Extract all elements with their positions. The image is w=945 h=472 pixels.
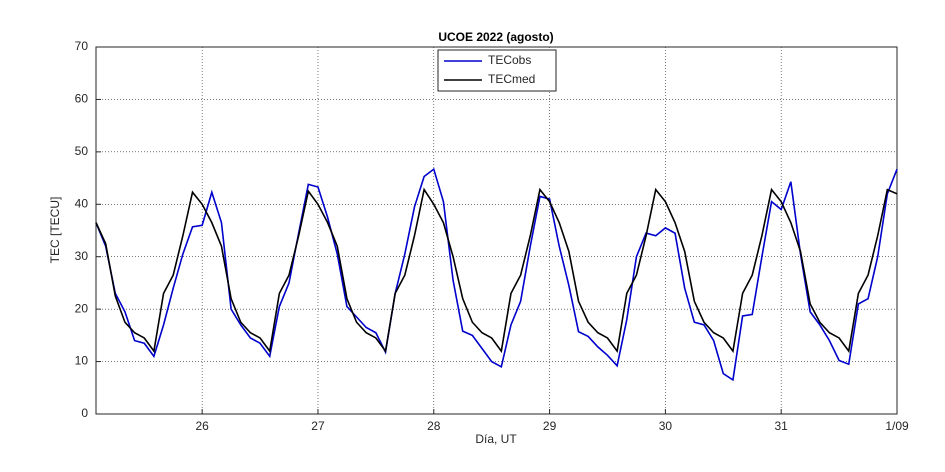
- legend-label: TECmed: [488, 72, 535, 86]
- y-tick-label: 10: [75, 354, 89, 368]
- x-tick-label: 1/09: [885, 419, 909, 433]
- x-tick-label: 29: [543, 419, 557, 433]
- x-tick-label: 28: [427, 419, 441, 433]
- series-line: [95, 187, 898, 354]
- plot-frame: [95, 46, 898, 415]
- x-axis-label: Día, UT: [475, 432, 517, 446]
- plot-area: [96, 47, 897, 414]
- chart-title: UCOE 2022 (agosto): [438, 30, 553, 44]
- y-tick-label: 70: [75, 39, 89, 53]
- x-tick-label: 31: [775, 419, 789, 433]
- y-tick-label: 40: [75, 196, 89, 210]
- legend-box: [437, 49, 557, 92]
- y-tick-label: 30: [75, 249, 89, 263]
- y-tick-label: 0: [81, 406, 88, 420]
- x-tick-label: 27: [311, 419, 325, 433]
- y-tick-label: 50: [75, 144, 89, 158]
- x-tick-label: 26: [195, 419, 209, 433]
- series-line: [95, 167, 898, 382]
- y-tick-label: 20: [75, 301, 89, 315]
- y-tick-label: 60: [75, 92, 89, 106]
- legend-label: TECobs: [488, 53, 531, 67]
- x-tick-label: 30: [659, 419, 673, 433]
- y-axis-label: TEC [TECU]: [48, 197, 62, 264]
